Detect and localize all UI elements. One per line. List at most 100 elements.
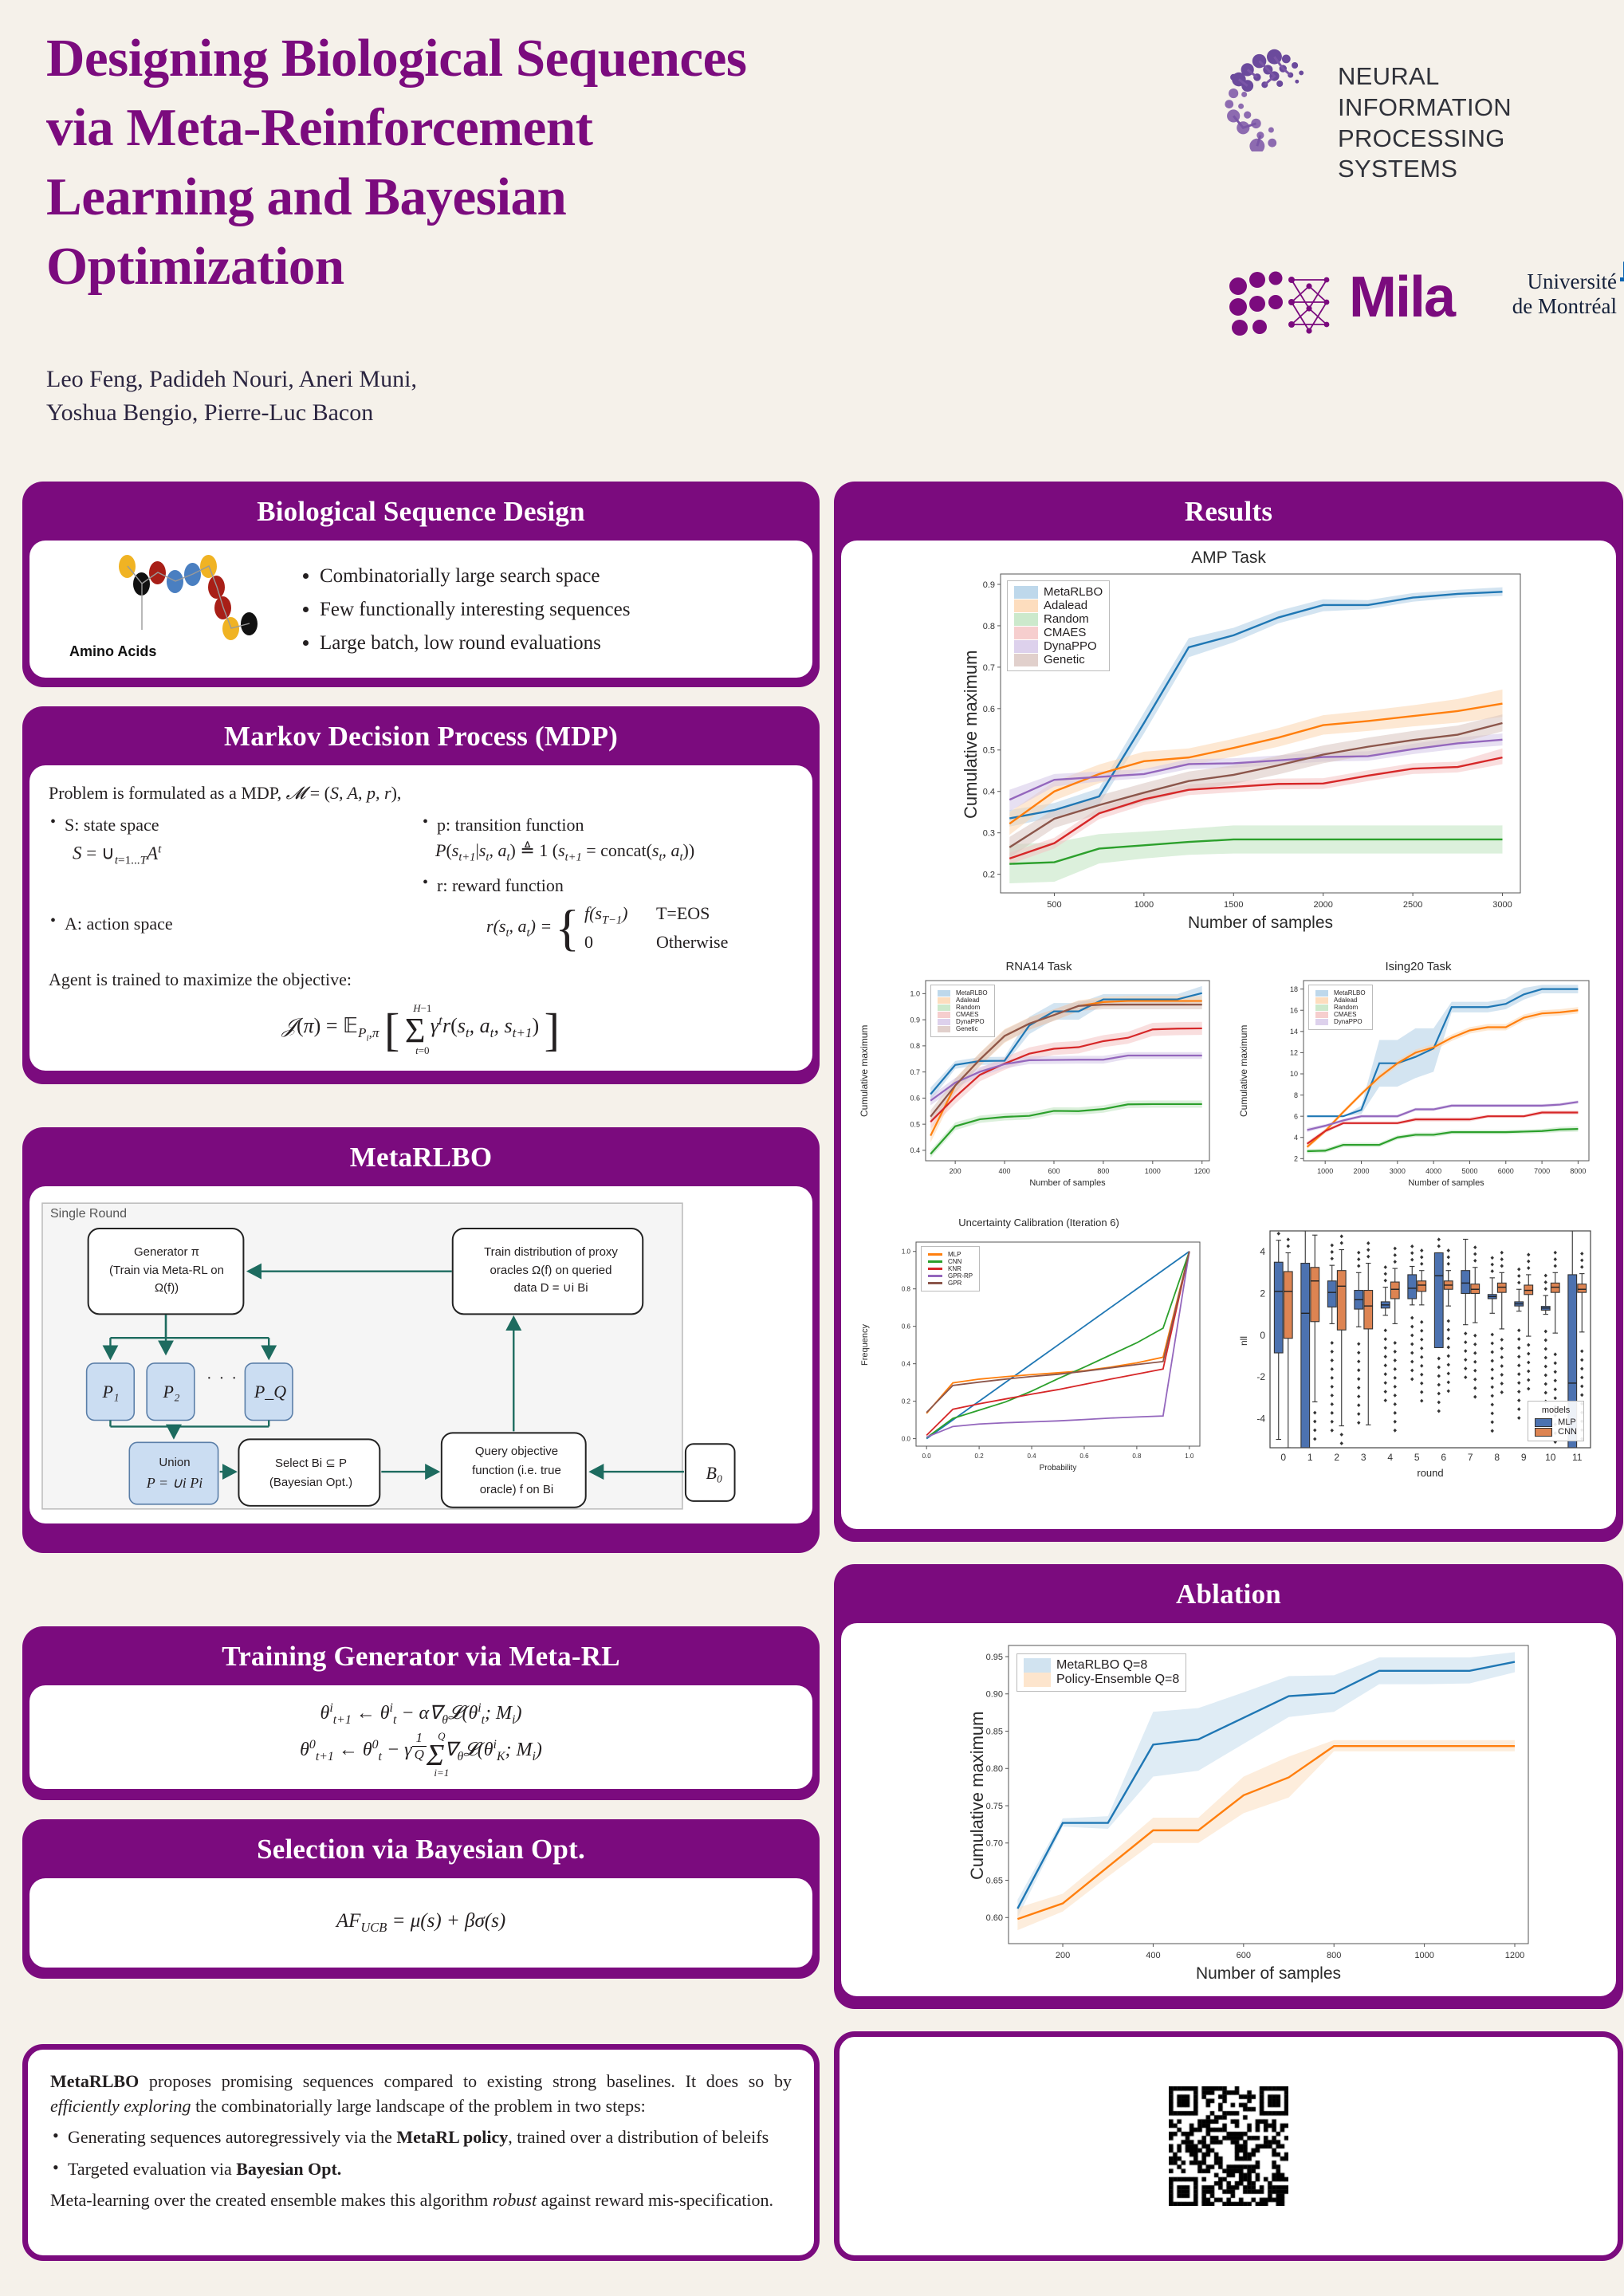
authors-line-2: Yoshua Bengio, Pierre-Luc Bacon xyxy=(46,399,374,426)
svg-text:0.5: 0.5 xyxy=(983,746,995,756)
svg-text:8: 8 xyxy=(1294,1091,1298,1099)
list-item: Few functionally interesting sequences xyxy=(320,600,630,619)
legend-label: CNN xyxy=(1558,1427,1577,1437)
svg-text:0.2: 0.2 xyxy=(975,1453,985,1460)
summary2-italic-robust: robust xyxy=(492,2189,537,2210)
chart-rna14-task: 200 400 600 800 1000 1200 0.4 0.5 0.6 0.7 0.8 0.9 1.… xyxy=(855,958,1222,1197)
metarlbo-flow-diagram: Single Round Generator π (Train via Meta… xyxy=(41,1197,801,1512)
node-query-objective[interactable]: Query objective function (i.e. true orac… xyxy=(444,1433,589,1508)
node-union-line-1: Union xyxy=(159,1456,191,1470)
svg-text:7: 7 xyxy=(1468,1452,1473,1463)
node-select-bayesian-opt[interactable]: Select Bi ⊆ P (Bayesian Opt.) xyxy=(240,1440,382,1507)
svg-text:2000: 2000 xyxy=(1313,900,1332,910)
legend-item: GPR xyxy=(928,1280,973,1287)
svg-text:10: 10 xyxy=(1545,1452,1556,1463)
svg-text:0.4: 0.4 xyxy=(1027,1453,1036,1460)
page-title: Designing Biological Sequences via Meta-… xyxy=(46,24,963,301)
y-axis-label: Cumulative maximum xyxy=(961,650,981,819)
node-train-proxy-oracles[interactable]: Train distribution of proxy oracles Ω(f)… xyxy=(455,1229,647,1312)
panel-training-generator-metarl: Training Generator via Meta-RL θit+1 ← θ… xyxy=(22,1626,820,1800)
svg-text:16: 16 xyxy=(1290,1006,1298,1014)
reward-case-2-value: 0 xyxy=(584,931,593,952)
svg-text:0.4: 0.4 xyxy=(983,788,995,797)
policies-ellipsis: · · · xyxy=(206,1370,238,1387)
node-b0[interactable]: B₀ xyxy=(706,1463,723,1483)
svg-text:4000: 4000 xyxy=(1425,1167,1441,1175)
legend-label: MLP xyxy=(1558,1417,1576,1427)
legend-label: CNN xyxy=(948,1258,962,1265)
svg-text:-4: -4 xyxy=(1256,1413,1265,1424)
x-axis-label: round xyxy=(1417,1467,1444,1479)
legend-item: Random xyxy=(1315,1004,1366,1011)
title-line-4: Optimization xyxy=(46,237,344,297)
udem-line-1: Université xyxy=(1527,269,1617,293)
svg-text:1000: 1000 xyxy=(1145,1167,1161,1175)
x-axis-label: Number of samples xyxy=(1408,1178,1484,1188)
list-item: Generating sequences autoregressively vi… xyxy=(50,2123,792,2149)
list-item: Large batch, low round evaluations xyxy=(320,633,630,653)
node-policy-2[interactable]: P₂ xyxy=(163,1382,180,1402)
summary-paragraph-2: Meta-learning over the created ensemble … xyxy=(50,2188,792,2212)
node-union[interactable]: Union P = ∪i Pi xyxy=(130,1443,219,1505)
node-policy-q[interactable]: P_Q xyxy=(254,1382,287,1402)
legend-item: Random xyxy=(938,1004,988,1011)
svg-text:1500: 1500 xyxy=(1224,900,1243,910)
panel-body-ablation: 200 400 600 800 1000 1200 0.60 0.65 0.70 0.75 0.80… xyxy=(841,1623,1616,1996)
author-list: Leo Feng, Padideh Nouri, Aneri Muni, Yos… xyxy=(46,363,923,430)
legend-item: MetaRLBO xyxy=(1315,989,1366,997)
svg-text:200: 200 xyxy=(1056,1951,1070,1960)
chart-title: Uncertainty Calibration (Iteration 6) xyxy=(958,1217,1119,1229)
summary-text-a: proposes promising sequences compared to… xyxy=(139,2071,792,2091)
legend-swatch xyxy=(1014,599,1038,612)
legend-item: Genetic xyxy=(938,1025,988,1032)
node-generator[interactable]: Generator π (Train via Meta-RL on Ω(f)) xyxy=(88,1229,245,1312)
svg-text:0.95: 0.95 xyxy=(986,1653,1003,1662)
node-policy-1[interactable]: P₁ xyxy=(102,1382,120,1402)
svg-text:10: 10 xyxy=(1290,1070,1298,1078)
svg-text:1000: 1000 xyxy=(1134,900,1154,910)
svg-text:0.8: 0.8 xyxy=(1132,1453,1142,1460)
panel-body-metarlbo: Single Round Generator π (Train via Meta… xyxy=(29,1186,812,1523)
legend-label: Random xyxy=(1044,612,1089,626)
qr-code-image[interactable] xyxy=(1169,2086,1288,2206)
panel-metarlbo: MetaRLBO xyxy=(22,1127,820,1553)
y-axis-label: Cumulative maximum xyxy=(967,1711,987,1880)
svg-text:8: 8 xyxy=(1494,1452,1500,1463)
svg-text:0.8: 0.8 xyxy=(983,622,995,631)
svg-text:0.5: 0.5 xyxy=(910,1120,920,1128)
mdp-reward-equation: r(st, at) = { f(sT−1) T=EOS 0 Otherwise xyxy=(469,901,793,954)
legend-label: GPR xyxy=(948,1280,962,1287)
chart-legend: MetaRLBO Q=8 Policy-Ensemble Q=8 xyxy=(1016,1653,1187,1692)
panel-body-results: 500 1000 1500 2000 2500 3000 0.2 0.3 0.4 0.5 0.6 0.… xyxy=(841,541,1616,1529)
legend-item: MLP xyxy=(928,1251,973,1258)
y-axis-label: Frequency xyxy=(860,1323,870,1366)
amino-acids-label: Amino Acids xyxy=(69,643,157,659)
legend-swatch xyxy=(938,1011,950,1018)
chart-amp-task: 500 1000 1500 2000 2500 3000 0.2 0.3 0.4 0.5 0.6 0.… xyxy=(841,545,1616,944)
legend-item: CNN xyxy=(1535,1427,1577,1437)
svg-text:0.6: 0.6 xyxy=(983,705,995,714)
legend-label: Adalead xyxy=(1044,599,1088,612)
title-line-1: Designing Biological Sequences xyxy=(46,29,747,88)
svg-text:3000: 3000 xyxy=(1492,900,1512,910)
panel-title-bio: Biological Sequence Design xyxy=(257,496,585,527)
legend-swatch xyxy=(928,1282,942,1284)
bullet1-text-a: Generating sequences autoregressively vi… xyxy=(68,2127,397,2148)
legend-label: MetaRLBO xyxy=(1334,989,1366,997)
legend-swatch xyxy=(1024,1673,1051,1687)
svg-text:0.0: 0.0 xyxy=(922,1453,932,1460)
svg-text:4: 4 xyxy=(1387,1452,1393,1463)
chart-round-nll-boxplot: 0 1 2 3 4 5 6 7 8 9 10 11 -4 -2 0 2 4 round nll models MLP CN… xyxy=(1235,1215,1602,1486)
svg-text:6: 6 xyxy=(1441,1452,1446,1463)
panel-summary: MetaRLBO proposes promising sequences co… xyxy=(22,2044,820,2261)
node-proxy-line-3: data D = ∪i Bi xyxy=(513,1281,588,1295)
svg-text:5000: 5000 xyxy=(1461,1167,1477,1175)
mdp-state-equation: S = ∪t=1...TAt xyxy=(73,842,162,867)
amino-acid-figure: Amino Acids xyxy=(29,544,293,675)
legend-item: MetaRLBO xyxy=(938,989,988,997)
summary2-text-a: Meta-learning over the created ensemble … xyxy=(50,2189,493,2210)
panel-biological-sequence-design: Biological Sequence Design xyxy=(22,482,820,687)
legend-item: KNR xyxy=(928,1265,973,1272)
mdp-lead-text: Problem is formulated as a MDP, 𝓜 = (S, … xyxy=(49,783,402,803)
node-proxy-line-1: Train distribution of proxy xyxy=(484,1245,618,1260)
